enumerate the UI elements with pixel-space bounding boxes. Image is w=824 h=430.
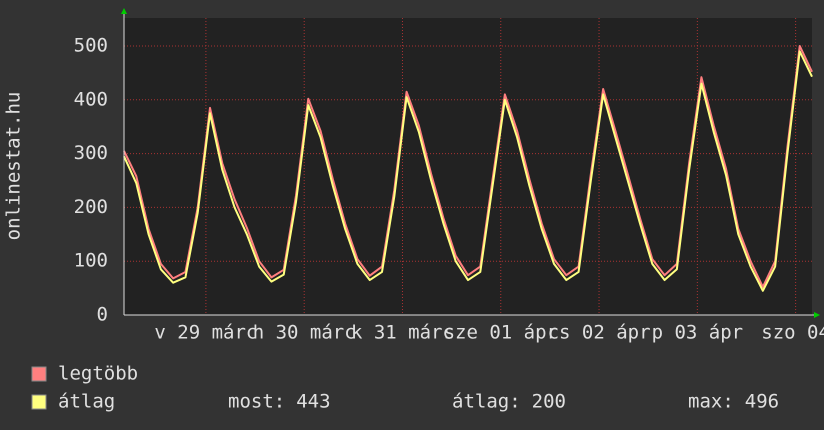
x-arrow bbox=[814, 312, 820, 318]
y-tick-label: 200 bbox=[74, 196, 108, 218]
series-line bbox=[123, 50, 813, 292]
legend-label: átlag bbox=[58, 391, 115, 413]
legend-swatch bbox=[31, 366, 47, 382]
legend-swatch bbox=[31, 394, 47, 410]
y-tick-label: 500 bbox=[74, 34, 108, 56]
stat-value: 443 bbox=[296, 391, 330, 413]
legend-label: legtöbb bbox=[58, 363, 138, 385]
y-tick-label: 300 bbox=[74, 142, 108, 164]
lines bbox=[123, 44, 813, 292]
y-tick-label: 400 bbox=[74, 88, 108, 110]
y-tick-label: 100 bbox=[74, 250, 108, 272]
x-tick-label: k 31 márc bbox=[351, 322, 454, 344]
stat-value: 496 bbox=[745, 391, 779, 413]
stat-value: 200 bbox=[532, 391, 566, 413]
x-tick-label: sze 01 ápr bbox=[444, 322, 558, 344]
stat-label: átlag: bbox=[452, 391, 521, 413]
stat-label: max: bbox=[688, 391, 734, 413]
x-tick-label: h 30 márc bbox=[253, 322, 356, 344]
x-tick-label: szo 04 bbox=[761, 322, 824, 344]
stat-label: most: bbox=[228, 391, 285, 413]
x-tick-label: v 29 márc bbox=[154, 322, 257, 344]
y-tick-label: 0 bbox=[97, 304, 108, 326]
y-arrow bbox=[121, 8, 127, 14]
plot-area bbox=[124, 18, 812, 315]
x-tick-label: p 03 ápr bbox=[652, 322, 744, 344]
y-axis-label: onlinestat.hu bbox=[3, 92, 25, 241]
x-tick-label: cs 02 ápr bbox=[548, 322, 651, 344]
